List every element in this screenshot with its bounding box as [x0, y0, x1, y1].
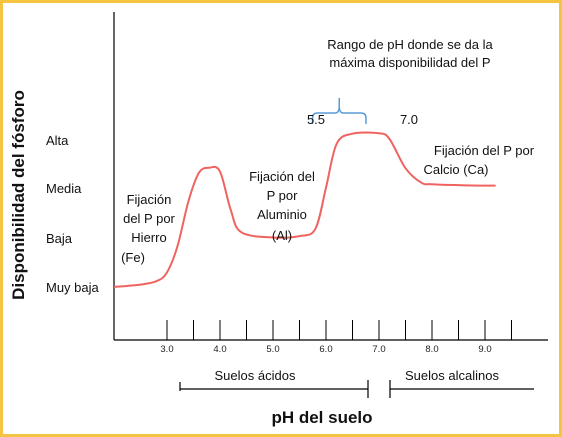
soil-range-alkaline-label: Suelos alcalinos: [405, 368, 499, 383]
annotation-calcio: Fijación del P por Calcio (Ca): [423, 143, 534, 177]
range-bracket: [311, 98, 367, 124]
x-tick-label: 7.0: [372, 344, 385, 355]
annotation-hierro: Fijación del P por Hierro (Fe): [121, 192, 175, 265]
y-level-baja: Baja: [46, 231, 73, 246]
annotation-aluminio-line4: (Al): [272, 228, 292, 243]
range-to-label: 7.0: [400, 112, 418, 127]
x-ticks: 3.0 4.0 5.0 6.0 7.0 8.0 9.0: [160, 320, 512, 355]
y-axis-label: Disponibilidad del fósforo: [9, 90, 28, 300]
range-annotation-line2: máxima disponibilidad del P: [329, 55, 490, 70]
y-level-media: Media: [46, 181, 82, 196]
soil-range-acid-label: Suelos ácidos: [215, 368, 296, 383]
range-from-label: 5.5: [307, 112, 325, 127]
x-tick-label: 6.0: [319, 344, 332, 355]
annotation-hierro-line1: Fijación: [127, 192, 172, 207]
y-level-alta: Alta: [46, 133, 69, 148]
annotation-calcio-line1: Fijación del P por: [434, 143, 535, 158]
x-tick-label: 8.0: [425, 344, 438, 355]
series-line: [113, 131, 496, 288]
x-tick-label: 5.0: [266, 344, 279, 355]
soil-ranges: [179, 380, 534, 398]
x-tick-label: 4.0: [213, 344, 226, 355]
x-tick-label: 9.0: [478, 344, 491, 355]
annotation-aluminio: Fijación del P por Aluminio (Al): [249, 169, 315, 243]
annotation-hierro-line3: Hierro: [131, 230, 166, 245]
annotation-hierro-line2: del P por: [123, 211, 175, 226]
annotation-aluminio-line3: Aluminio: [257, 207, 307, 222]
x-axis-label: pH del suelo: [271, 408, 372, 427]
annotation-hierro-line4: (Fe): [121, 250, 145, 265]
annotation-calcio-line2: Calcio (Ca): [423, 162, 488, 177]
annotation-aluminio-line1: Fijación del: [249, 169, 315, 184]
annotation-aluminio-line2: P por: [267, 188, 299, 203]
x-tick-label: 3.0: [160, 344, 173, 355]
range-annotation-line1: Rango de pH donde se da la: [327, 37, 493, 52]
y-level-muy-baja: Muy baja: [46, 280, 100, 295]
